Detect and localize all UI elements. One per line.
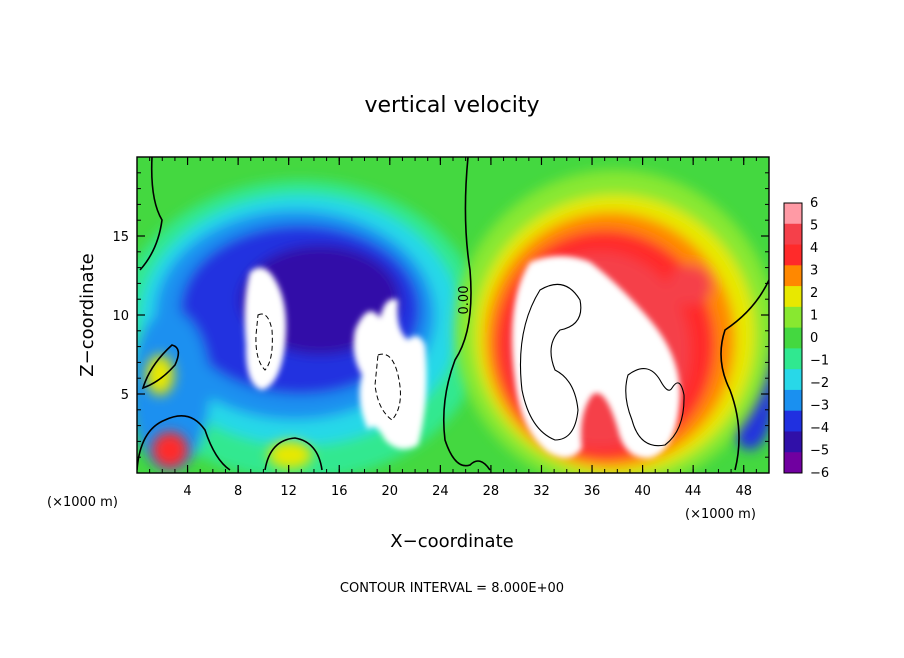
- colorbar-swatch: [784, 389, 802, 412]
- colorbar-label: −5: [810, 444, 829, 459]
- colorbar-swatch: [784, 327, 802, 349]
- colorbar-label: 6: [810, 196, 818, 211]
- zero-contour-left-edge: [139, 157, 163, 271]
- zero-contour-center: [442, 157, 491, 471]
- x-unit-label-right: (×1000 m): [685, 507, 756, 522]
- zero-contour-right: [720, 279, 769, 471]
- colorbar-label: 4: [810, 241, 818, 256]
- colorbar-label: −2: [810, 376, 829, 391]
- colorbar-swatch: [784, 452, 802, 474]
- heatmap-field: [137, 157, 769, 473]
- y-tick-label: 15: [112, 230, 129, 245]
- colorbar-frame: [783, 202, 803, 474]
- colorbar-swatch: [784, 369, 802, 391]
- colorbar-label: 1: [810, 309, 818, 324]
- colorbar-label: 3: [810, 264, 818, 279]
- chart-title: vertical velocity: [364, 93, 539, 118]
- x-tick-label: 4: [183, 484, 191, 499]
- y-axis-title: Z−coordinate: [77, 253, 98, 376]
- colorbar-swatch: [784, 244, 802, 266]
- colorbar-label: 5: [810, 219, 818, 234]
- colorbar-swatch: [784, 431, 802, 453]
- colorbar-swatch: [784, 286, 802, 308]
- y-tick-label: 5: [121, 388, 129, 403]
- x-axis-ticks: 4 8 12 16 20 24 28 32 36 40 44 48: [149, 157, 757, 499]
- x-tick-label: 28: [483, 484, 500, 499]
- zero-contour-label: 0.00: [457, 286, 472, 315]
- x-tick-label: 8: [234, 484, 242, 499]
- y-tick-label: 10: [112, 309, 129, 324]
- downdraft-core-left: [244, 267, 287, 390]
- colorbar-label: −6: [810, 466, 829, 481]
- x-tick-label: 12: [280, 484, 297, 499]
- contour-lines: [137, 157, 769, 471]
- negative-contours: [255, 313, 401, 421]
- x-tick-label: 24: [432, 484, 449, 499]
- zero-contour-bottom-mid: [264, 437, 323, 471]
- updraft-inner-contour: [519, 283, 582, 441]
- x-tick-label: 32: [533, 484, 550, 499]
- y-axis-ticks: 5 10 15: [112, 172, 769, 458]
- x-tick-label: 20: [382, 484, 399, 499]
- x-tick-label: 48: [735, 484, 752, 499]
- negative-contour-left: [255, 313, 273, 371]
- x-tick-label: 44: [685, 484, 702, 499]
- colorbar-label: 2: [810, 286, 818, 301]
- colorbar: 6 5 4 3 2 1 0 −1 −2 −3 −4 −5 −6: [783, 196, 829, 481]
- contour-interval-label: CONTOUR INTERVAL = 8.000E+00: [340, 581, 564, 596]
- updraft-inner-contour-2: [625, 368, 685, 447]
- colorbar-label: 0: [810, 331, 818, 346]
- x-unit-label-left: (×1000 m): [47, 495, 118, 510]
- zero-contour-bottom: [137, 414, 231, 471]
- x-tick-label: 16: [331, 484, 348, 499]
- colorbar-swatch: [784, 203, 802, 225]
- colorbar-label: −4: [810, 421, 829, 436]
- colorbar-label: −3: [810, 399, 829, 414]
- x-axis-title: X−coordinate: [390, 531, 513, 552]
- x-tick-label: 36: [584, 484, 601, 499]
- colorbar-swatch: [784, 265, 802, 287]
- colorbar-label: −1: [810, 354, 829, 369]
- downdraft-core-right: [353, 299, 427, 449]
- colorbar-swatch: [784, 348, 802, 370]
- colorbar-swatch: [784, 410, 802, 432]
- zero-contour-left-blob: [141, 344, 180, 390]
- x-tick-label: 40: [634, 484, 651, 499]
- updraft-core: [512, 256, 680, 459]
- colorbar-swatch: [784, 223, 802, 246]
- colorbar-swatch: [784, 306, 802, 329]
